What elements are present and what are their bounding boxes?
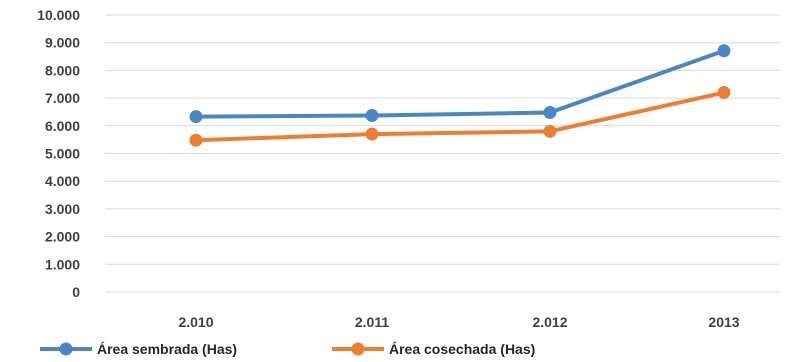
y-tick-label: 4.000 — [45, 173, 80, 189]
y-axis-tick-labels: 0 1.000 2.000 3.000 4.000 5.000 6.000 7.000 8.00… — [37, 7, 80, 300]
y-tick-label: 8.000 — [45, 62, 80, 78]
legend-label: Área cosechada (Has) — [389, 341, 535, 357]
series-line — [194, 90, 726, 143]
series-2 — [189, 86, 731, 147]
series-1 — [189, 44, 731, 124]
data-point — [189, 110, 203, 124]
data-point — [365, 127, 379, 141]
data-point — [365, 109, 379, 123]
y-tick-label: 0 — [72, 284, 80, 300]
x-tick-label: 2.012 — [532, 314, 567, 330]
data-point — [543, 106, 557, 120]
x-axis-tick-labels: 2.010 2.011 2.012 2013 — [178, 314, 739, 330]
gridlines — [105, 14, 780, 293]
data-point — [717, 86, 731, 100]
legend: Área sembrada (Has) Área cosechada (Has) — [40, 341, 535, 357]
y-tick-label: 6.000 — [45, 118, 80, 134]
series-layer — [189, 44, 731, 147]
x-tick-label: 2.011 — [355, 314, 389, 330]
legend-swatch-marker — [351, 342, 365, 356]
y-tick-label: 9.000 — [45, 35, 80, 51]
x-tick-label: 2013 — [708, 314, 739, 330]
y-tick-label: 5.000 — [45, 146, 80, 162]
y-tick-label: 7.000 — [45, 90, 80, 106]
data-point — [717, 44, 731, 58]
series-line — [194, 48, 726, 119]
data-point — [543, 124, 557, 138]
legend-entry: Área cosechada (Has) — [332, 341, 535, 357]
y-tick-label: 3.000 — [45, 201, 80, 217]
y-tick-label: 2.000 — [45, 229, 80, 245]
legend-entry: Área sembrada (Has) — [40, 341, 237, 357]
y-tick-label: 10.000 — [37, 7, 80, 23]
data-point — [189, 133, 203, 147]
legend-swatch-marker — [59, 342, 73, 356]
y-tick-label: 1.000 — [45, 256, 80, 272]
legend-label: Área sembrada (Has) — [97, 341, 237, 357]
x-tick-label: 2.010 — [178, 314, 213, 330]
